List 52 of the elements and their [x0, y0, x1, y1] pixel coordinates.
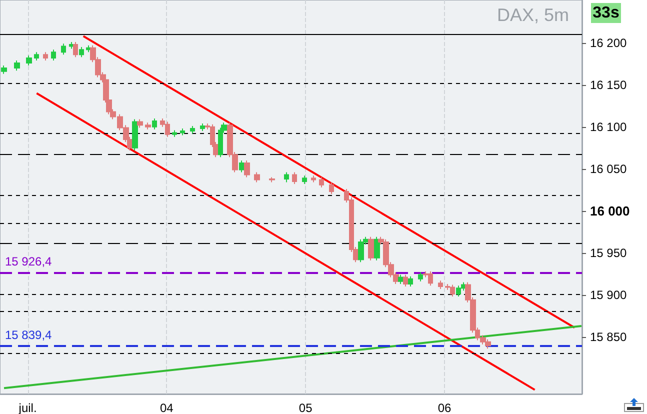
candlestick [145, 122, 151, 130]
chart-title: DAX, 5m [496, 5, 570, 25]
candlestick [269, 176, 275, 183]
ref-line-label: 15 926,4 [5, 254, 52, 269]
candlestick [408, 276, 413, 287]
candlestick [329, 182, 334, 195]
text: 33s [592, 4, 620, 22]
y-tick-label: 16 150 [590, 78, 628, 92]
y-tick-label: 16 050 [590, 162, 628, 176]
candlestick [319, 176, 324, 188]
candlestick [398, 274, 404, 284]
candlestick [418, 272, 423, 282]
x-tick-label: 06 [438, 401, 452, 414]
y-tick-label: 15 900 [590, 288, 628, 302]
candlestick [244, 160, 250, 178]
candlestick [69, 42, 74, 50]
ref-line-label: 15 839,4 [5, 328, 52, 342]
candlestick [152, 118, 157, 130]
candlestick [456, 285, 461, 298]
candlestick [311, 175, 316, 183]
candlestick [26, 54, 32, 66]
candlestick [438, 280, 443, 290]
candlestick [374, 236, 380, 261]
x-tick-label: 04 [160, 401, 174, 414]
candlestick [292, 172, 297, 184]
candlestick [1, 65, 7, 74]
y-tick-label: 15 950 [590, 246, 628, 260]
candlestick [86, 44, 91, 53]
candlestick [34, 52, 39, 61]
y-tick-label: 16 200 [590, 36, 628, 50]
candlestick [51, 49, 56, 61]
candlestick [14, 60, 20, 72]
candlestick [403, 274, 408, 287]
candlestick [254, 172, 260, 183]
candlestick [190, 126, 195, 134]
y-tick-label: 16 100 [590, 120, 628, 134]
candlestick [79, 46, 84, 58]
candlestick [43, 52, 48, 61]
candlestick [302, 175, 307, 184]
candlestick [368, 236, 374, 261]
y-tick-label: 16 000 [590, 203, 630, 218]
candlestick [200, 122, 205, 132]
candlestick [73, 42, 78, 58]
y-tick-label: 15 850 [590, 330, 628, 344]
candlestick [358, 238, 364, 263]
candlestick [172, 130, 177, 138]
candlestick [284, 172, 289, 183]
x-tick-label: 05 [298, 401, 313, 414]
candlestick [61, 43, 66, 56]
candlestick [137, 118, 143, 128]
candlestick [132, 118, 138, 151]
candlestick [180, 128, 185, 136]
